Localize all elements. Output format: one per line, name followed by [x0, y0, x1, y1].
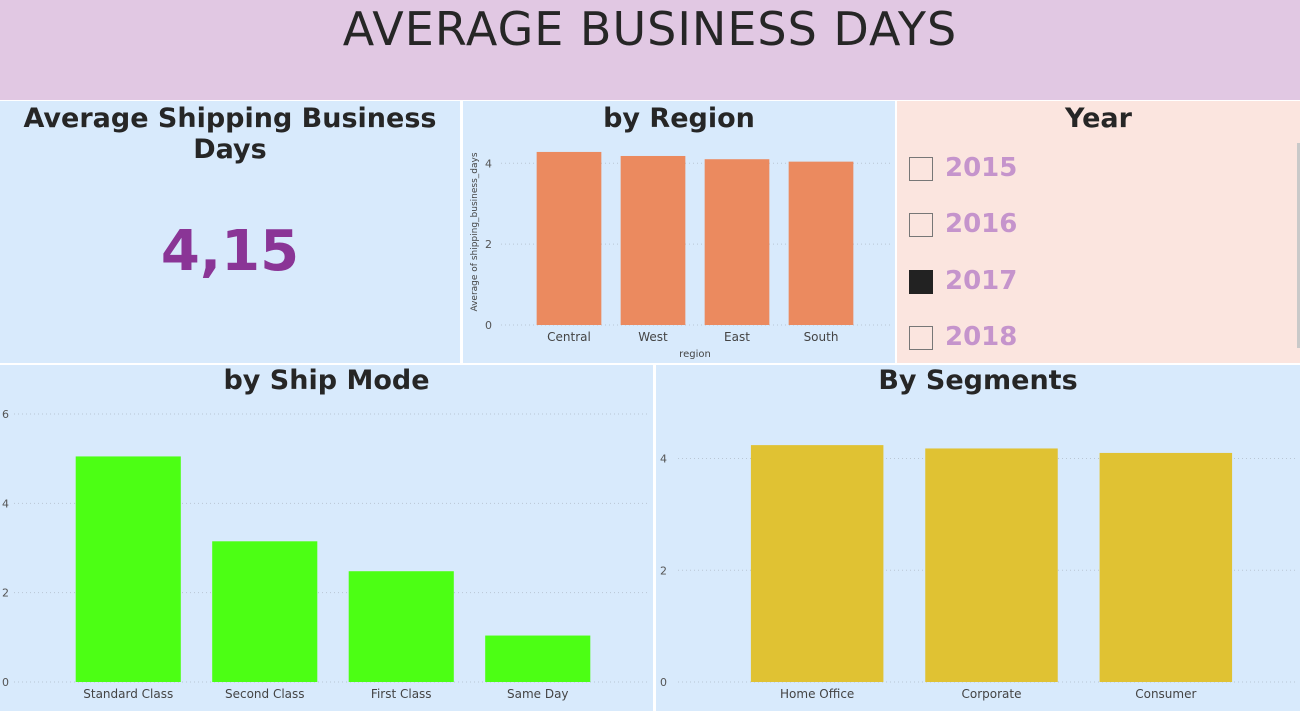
- x-tick-label: First Class: [371, 687, 432, 701]
- y-tick-label: 2: [485, 238, 492, 251]
- y-tick-label: 0: [660, 676, 667, 689]
- bar[interactable]: [75, 456, 181, 682]
- bar[interactable]: [1099, 452, 1233, 682]
- y-tick-label: 2: [660, 564, 667, 577]
- x-tick-label: Same Day: [507, 687, 569, 701]
- x-tick-label: Central: [547, 330, 591, 344]
- bar[interactable]: [620, 155, 686, 325]
- y-tick-label: 4: [660, 453, 667, 466]
- year-slicer-title: Year: [1065, 103, 1132, 134]
- segment-chart[interactable]: 0 2 4 Home Office Corporate Consumer: [656, 365, 1300, 711]
- year-slicer[interactable]: Year 2015 2016 2017 2018: [897, 101, 1300, 363]
- bar[interactable]: [348, 571, 454, 682]
- header-banner: AVERAGE BUSINESS DAYS: [0, 0, 1300, 100]
- x-tick-label: Standard Class: [83, 687, 173, 701]
- x-tick-label: Home Office: [780, 687, 854, 701]
- x-tick-label: East: [724, 330, 750, 344]
- segment-chart-panel[interactable]: By Segments 0 2 4 Home Office Corporate Consu…: [656, 365, 1300, 711]
- bar[interactable]: [536, 151, 602, 325]
- shipmode-chart-title: by Ship Mode: [223, 365, 430, 396]
- region-chart-title: by Region: [603, 103, 755, 134]
- y-tick-label: 2: [2, 587, 9, 600]
- year-label: 2018: [945, 322, 1018, 352]
- x-axis-title: region: [679, 349, 711, 360]
- shipmode-chart-panel[interactable]: by Ship Mode 0 2 4 6 Standard Class Second Cl…: [0, 365, 653, 711]
- region-chart-panel[interactable]: by Region 0 2 4 Central West East South region A…: [463, 101, 895, 363]
- x-tick-label: West: [638, 330, 668, 344]
- kpi-title: Average Shipping Business Days: [23, 103, 437, 165]
- year-checkbox[interactable]: [909, 213, 933, 237]
- kpi-value: 4,15: [160, 219, 300, 284]
- y-tick-label: 4: [485, 157, 492, 170]
- year-label: 2017: [945, 266, 1018, 296]
- y-tick-label: 0: [485, 319, 492, 332]
- y-tick-label: 4: [2, 497, 9, 510]
- bar[interactable]: [925, 448, 1058, 682]
- bar[interactable]: [485, 635, 591, 682]
- x-tick-label: South: [804, 330, 839, 344]
- y-tick-label: 6: [2, 408, 9, 421]
- bar[interactable]: [788, 161, 854, 325]
- kpi-card[interactable]: Average Shipping Business Days 4,15: [0, 101, 460, 363]
- region-chart[interactable]: 0 2 4 Central West East South region Average of …: [463, 101, 895, 363]
- y-tick-label: 0: [2, 676, 9, 689]
- bar[interactable]: [704, 159, 770, 325]
- y-axis-title: Average of shipping_business_days: [470, 152, 480, 311]
- page-title: AVERAGE BUSINESS DAYS: [342, 2, 958, 56]
- year-checkbox[interactable]: [909, 326, 933, 350]
- slicer-scrollbar[interactable]: [1297, 143, 1300, 348]
- bar[interactable]: [750, 445, 884, 682]
- bar[interactable]: [212, 541, 318, 682]
- x-tick-label: Corporate: [962, 687, 1022, 701]
- year-checkbox[interactable]: [909, 157, 933, 181]
- year-checkbox[interactable]: [909, 270, 933, 294]
- shipmode-chart[interactable]: 0 2 4 6 Standard Class Second Class First Clas…: [0, 365, 653, 711]
- year-label: 2015: [945, 153, 1018, 183]
- year-label: 2016: [945, 209, 1018, 239]
- segment-chart-title: By Segments: [878, 365, 1078, 396]
- x-tick-label: Second Class: [225, 687, 305, 701]
- x-tick-label: Consumer: [1135, 687, 1196, 701]
